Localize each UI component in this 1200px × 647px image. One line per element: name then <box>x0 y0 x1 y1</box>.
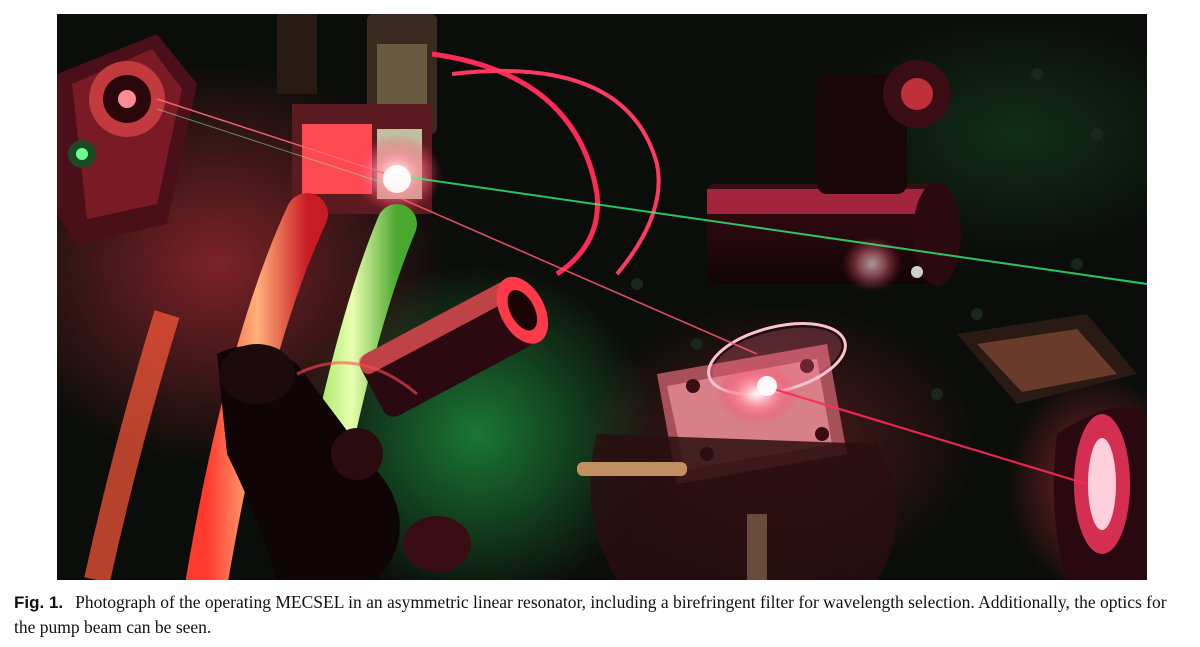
figure-label: Fig. 1. <box>14 593 64 612</box>
caption-text: Photograph of the operating MECSEL in an… <box>14 592 1167 637</box>
figure-caption: Fig. 1. Photograph of the operating MECSE… <box>14 590 1192 640</box>
mecsel-setup-image <box>57 14 1147 580</box>
lab-photograph <box>57 14 1147 580</box>
